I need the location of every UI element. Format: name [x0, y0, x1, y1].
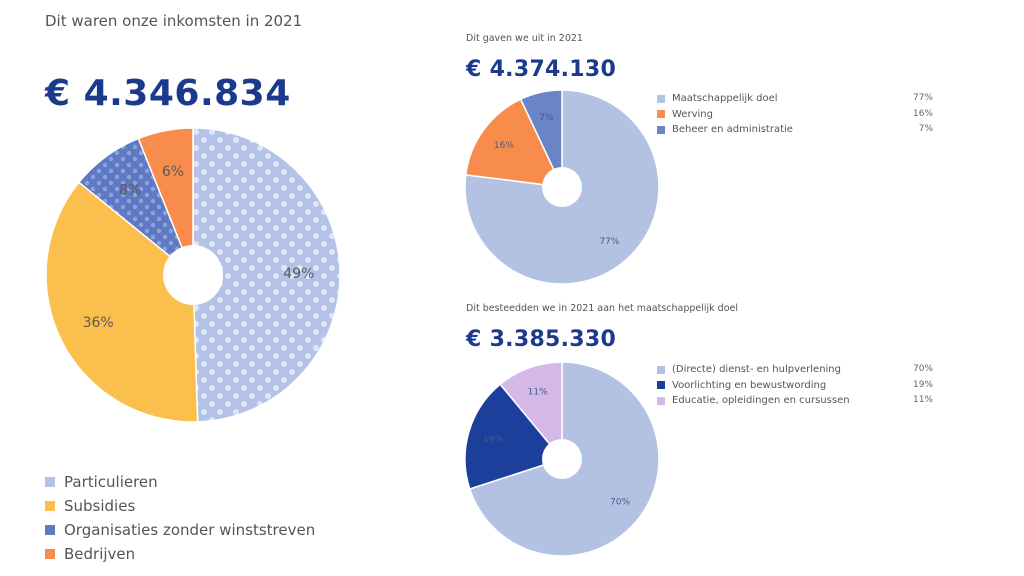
income-label-subsidies: 36%	[83, 315, 114, 331]
purpose-slice-voorlichting	[464, 383, 564, 490]
purpose-title: Dit besteedden we in 2021 aan het maatsc…	[466, 303, 738, 314]
legend-swatch	[657, 94, 665, 103]
legend-label: Bedrijven	[64, 545, 136, 563]
expense-title: Dit gaven we uit in 2021	[466, 33, 583, 44]
legend-swatch	[657, 110, 665, 119]
pie-center-hole	[542, 439, 582, 479]
income-title: Dit waren onze inkomsten in 2021	[45, 12, 303, 30]
legend-label: Subsidies	[64, 497, 136, 515]
legend-percentage: 7%	[918, 124, 933, 134]
income-legend-particulieren: Particulieren	[45, 470, 315, 494]
income-label-bedrijven: 6%	[162, 164, 184, 180]
legend-label: Voorlichting en bewustwording	[672, 379, 827, 391]
expense-slice-beheer	[519, 89, 563, 188]
legend-label: Maatschappelijk doel	[672, 93, 778, 105]
legend-label: Particulieren	[64, 473, 158, 491]
legend-percentage: 19%	[912, 379, 933, 390]
income-legend: Particulieren Subsidies Organisaties zon…	[45, 470, 315, 566]
purpose-total: € 3.385.330	[466, 327, 617, 352]
income-slice-bedrijven	[137, 127, 194, 276]
legend-swatch	[45, 525, 55, 535]
purpose-slice-educatie	[499, 361, 563, 462]
income-legend-bedrijven: Bedrijven	[45, 542, 315, 566]
legend-label: Educatie, opleidingen en cursussen	[672, 395, 850, 407]
purpose-pie: 70% 19% 11%	[464, 361, 660, 557]
expense-legend: Maatschappelijk doel 77% Werving 16% Beh…	[657, 91, 933, 138]
legend-swatch	[45, 549, 55, 559]
expense-slice-werving	[464, 98, 564, 188]
income-label-organisaties: 8%	[119, 183, 141, 199]
legend-percentage: 11%	[912, 395, 933, 405]
legend-label: Werving	[672, 108, 713, 120]
expense-total: € 4.374.130	[466, 57, 617, 82]
expense-legend-werving: Werving 16%	[657, 107, 933, 123]
expense-label-werving: 16%	[494, 141, 514, 151]
purpose-legend-voorlichting: Voorlichting en bewustwording 19%	[657, 378, 933, 394]
legend-percentage: 77%	[912, 93, 933, 103]
legend-swatch	[657, 396, 665, 405]
pie-center-hole	[542, 167, 582, 207]
expense-label-maatschappelijk-doel: 77%	[599, 237, 619, 247]
pie-center-hole	[163, 245, 223, 305]
legend-swatch	[657, 381, 665, 390]
income-slice-particulieren	[192, 127, 341, 423]
income-legend-subsidies: Subsidies	[45, 494, 315, 518]
purpose-legend-hulpverlening: (Directe) dienst- en hulpverlening 70%	[657, 362, 933, 378]
income-legend-organisaties: Organisaties zonder winststreven	[45, 518, 315, 542]
legend-swatch	[45, 501, 55, 511]
expense-legend-maatschappelijk-doel: Maatschappelijk doel 77%	[657, 91, 933, 107]
income-pie: 49% 36% 8% 6%	[45, 127, 341, 423]
legend-swatch	[657, 125, 665, 134]
legend-swatch	[657, 365, 665, 374]
expense-legend-beheer: Beheer en administratie 7%	[657, 122, 933, 138]
purpose-legend-educatie: Educatie, opleidingen en cursussen 11%	[657, 393, 933, 409]
purpose-label-hulpverlening: 70%	[610, 497, 630, 507]
income-slice-subsidies	[45, 181, 199, 423]
purpose-legend: (Directe) dienst- en hulpverlening 70% V…	[657, 362, 933, 409]
legend-label: Beheer en administratie	[672, 124, 793, 136]
legend-label: (Directe) dienst- en hulpverlening	[672, 364, 841, 376]
expense-label-beheer: 7%	[539, 113, 554, 123]
legend-label: Organisaties zonder winststreven	[64, 521, 316, 539]
income-label-particulieren: 49%	[283, 266, 314, 282]
legend-percentage: 70%	[912, 364, 933, 374]
income-total: € 4.346.834	[45, 73, 291, 114]
expense-pie: 77% 16% 7%	[464, 89, 660, 285]
legend-percentage: 16%	[912, 108, 933, 119]
purpose-label-educatie: 11%	[528, 388, 548, 398]
purpose-label-voorlichting: 19%	[483, 435, 503, 445]
legend-swatch	[45, 477, 55, 487]
